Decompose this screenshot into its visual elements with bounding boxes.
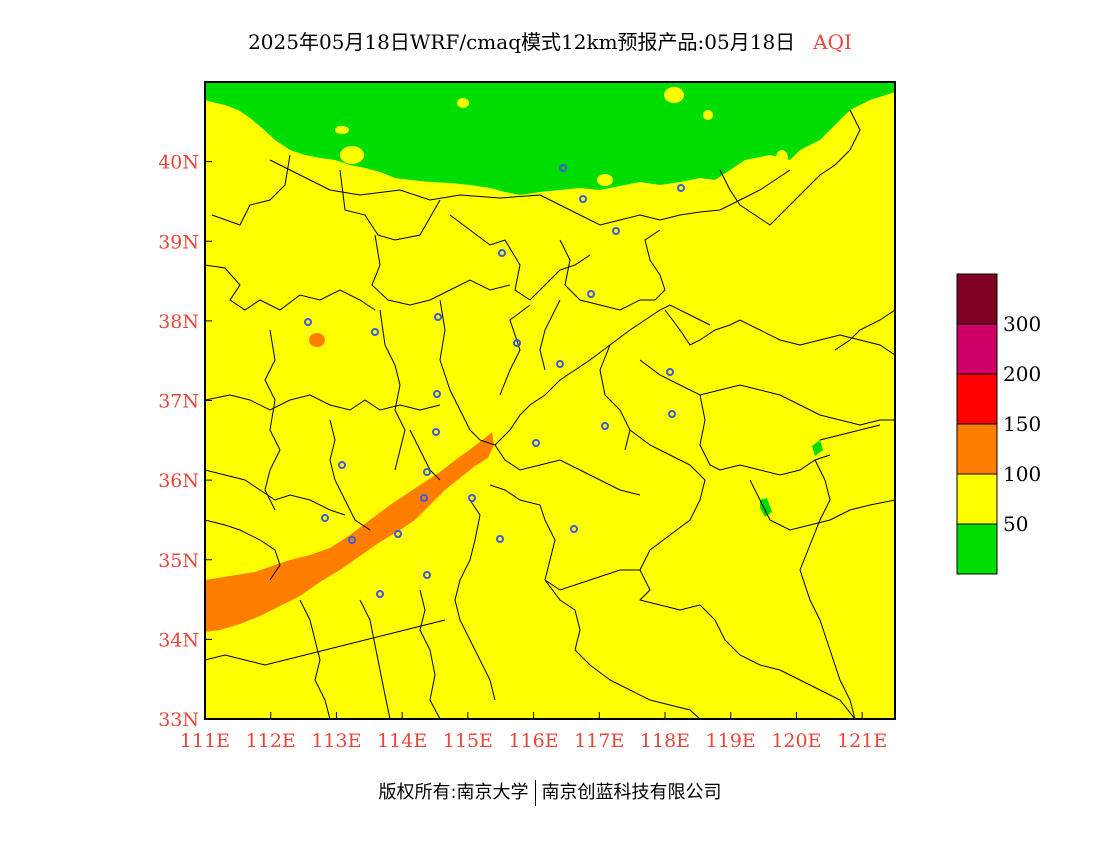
y-axis-ticks: 33N 34N 35N 36N 37N 38N 39N 40N <box>158 152 212 731</box>
green-patch-east <box>812 440 823 456</box>
yellow-patch <box>457 98 469 108</box>
legend-label: 300 <box>1003 312 1041 336</box>
orange-pollution-belt <box>205 432 494 632</box>
title-main: 2025年05月18日WRF/cmaq模式12km预报产品:05月18日 <box>248 30 796 54</box>
station-marker <box>556 360 564 368</box>
legend-swatch <box>956 373 998 425</box>
copyright-separator <box>534 780 536 806</box>
yellow-patch <box>335 126 349 134</box>
station-marker <box>677 184 685 192</box>
legend-swatch <box>956 423 998 475</box>
y-tick-label: 35N <box>158 550 199 572</box>
station-marker <box>498 249 506 257</box>
y-tick-label: 40N <box>158 152 199 174</box>
yellow-patch <box>340 146 364 164</box>
station-marker <box>420 494 428 502</box>
x-tick-label: 111E <box>180 730 230 752</box>
y-tick-label: 33N <box>158 709 199 731</box>
title-variable: AQI <box>813 30 852 54</box>
green-region-north <box>205 82 895 195</box>
station-marker <box>666 368 674 376</box>
x-tick-label: 121E <box>837 730 887 752</box>
station-marker <box>579 195 587 203</box>
map-title: 2025年05月18日WRF/cmaq模式12km预报产品:05月18日 AQI <box>0 26 1100 55</box>
station-marker <box>601 422 609 430</box>
y-tick-label: 38N <box>158 311 199 333</box>
yellow-patch <box>703 110 713 120</box>
station-marker <box>348 536 356 544</box>
x-tick-label: 114E <box>377 730 427 752</box>
boundary-lines <box>205 109 895 719</box>
station-marker <box>338 461 346 469</box>
legend-label: 100 <box>1003 462 1041 486</box>
x-tick-label: 115E <box>443 730 493 752</box>
station-marker <box>434 313 442 321</box>
station-marker <box>321 514 329 522</box>
legend-swatch <box>956 273 998 325</box>
station-marker <box>668 410 676 418</box>
y-tick-label: 34N <box>158 629 199 651</box>
orange-spot <box>309 333 325 347</box>
x-tick-label: 113E <box>311 730 361 752</box>
station-marker <box>423 468 431 476</box>
green-patch-east <box>760 498 772 517</box>
legend-label: 150 <box>1003 412 1041 436</box>
copyright-left: 版权所有:南京大学 <box>378 782 529 803</box>
yellow-patch <box>597 174 613 186</box>
x-tick-label: 112E <box>246 730 296 752</box>
legend-swatch <box>956 473 998 525</box>
station-marker <box>587 290 595 298</box>
legend-label: 50 <box>1003 512 1028 536</box>
station-marker <box>304 318 312 326</box>
station-marker <box>371 328 379 336</box>
aqi-color-legend: 50 100 150 200 300 <box>956 273 1041 575</box>
station-marker <box>468 494 476 502</box>
yellow-patch <box>776 150 788 166</box>
station-marker <box>559 164 567 172</box>
copyright-right: 南京创蓝科技有限公司 <box>541 782 722 803</box>
station-marker <box>570 525 578 533</box>
map-panel <box>204 81 896 720</box>
station-marker <box>432 428 440 436</box>
yellow-patch <box>664 87 684 103</box>
station-marker <box>532 439 540 447</box>
x-tick-label: 119E <box>706 730 756 752</box>
station-marker <box>433 390 441 398</box>
station-marker <box>612 227 620 235</box>
y-tick-label: 39N <box>158 231 199 253</box>
x-tick-label: 120E <box>771 730 821 752</box>
legend-swatch <box>956 523 998 575</box>
legend-swatch <box>956 323 998 375</box>
y-tick-label: 36N <box>158 470 199 492</box>
station-markers <box>304 164 685 598</box>
x-axis-ticks: 111E 112E 113E 114E 115E 116E 117E 118E 119E 120E… <box>180 712 887 752</box>
station-marker <box>496 535 504 543</box>
station-marker <box>376 590 384 598</box>
station-marker <box>423 571 431 579</box>
legend-label: 200 <box>1003 362 1041 386</box>
x-tick-label: 116E <box>509 730 559 752</box>
station-marker <box>394 530 402 538</box>
station-marker <box>513 339 521 347</box>
y-tick-label: 37N <box>158 391 199 413</box>
copyright-line: 版权所有:南京大学 南京创蓝科技有限公司 <box>0 778 1100 806</box>
x-tick-label: 118E <box>640 730 690 752</box>
x-tick-label: 117E <box>574 730 624 752</box>
